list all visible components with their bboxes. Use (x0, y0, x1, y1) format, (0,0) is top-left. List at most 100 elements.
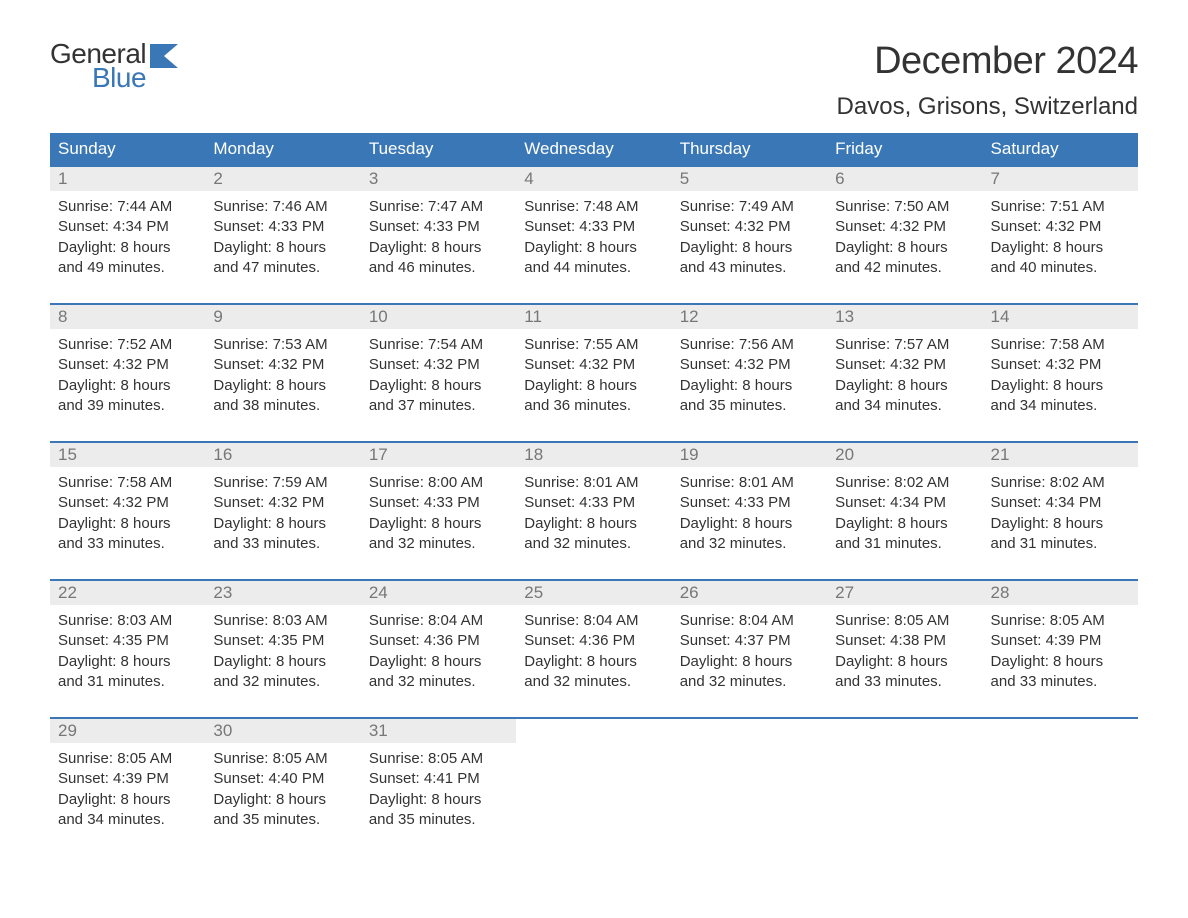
sunrise-line: Sunrise: 8:04 AM (680, 611, 819, 631)
day-number: 22 (50, 580, 205, 605)
empty-day-cell (983, 718, 1138, 743)
sunset-line: Sunset: 4:32 PM (680, 355, 819, 375)
sunrise-line: Sunrise: 8:04 AM (369, 611, 508, 631)
sunset-line: Sunset: 4:33 PM (369, 217, 508, 237)
day-detail-cell: Sunrise: 8:01 AMSunset: 4:33 PMDaylight:… (516, 467, 671, 558)
sunset-line: Sunset: 4:34 PM (58, 217, 197, 237)
daylight-line-1: Daylight: 8 hours (680, 376, 819, 396)
day-detail-cell: Sunrise: 8:03 AMSunset: 4:35 PMDaylight:… (205, 605, 360, 696)
empty-day-cell (983, 743, 1138, 834)
day-number: 5 (672, 166, 827, 191)
daylight-line-1: Daylight: 8 hours (991, 238, 1130, 258)
daylight-line-2: and 32 minutes. (524, 672, 663, 692)
month-title: December 2024 (837, 40, 1138, 83)
week-separator (50, 282, 1138, 304)
day-detail-cell: Sunrise: 8:02 AMSunset: 4:34 PMDaylight:… (983, 467, 1138, 558)
flag-icon (150, 44, 182, 68)
daylight-line-2: and 35 minutes. (680, 396, 819, 416)
sunset-line: Sunset: 4:35 PM (58, 631, 197, 651)
daylight-line-2: and 39 minutes. (58, 396, 197, 416)
sunrise-line: Sunrise: 7:58 AM (58, 473, 197, 493)
day-number: 9 (205, 304, 360, 329)
sunset-line: Sunset: 4:33 PM (213, 217, 352, 237)
day-detail-cell: Sunrise: 7:55 AMSunset: 4:32 PMDaylight:… (516, 329, 671, 420)
page-header: General Blue December 2024 Davos, Grison… (50, 40, 1138, 129)
daylight-line-2: and 40 minutes. (991, 258, 1130, 278)
daylight-line-2: and 37 minutes. (369, 396, 508, 416)
daylight-line-2: and 32 minutes. (369, 672, 508, 692)
daylight-line-2: and 34 minutes. (991, 396, 1130, 416)
daylight-line-2: and 35 minutes. (369, 810, 508, 830)
day-detail-cell: Sunrise: 7:52 AMSunset: 4:32 PMDaylight:… (50, 329, 205, 420)
daylight-line-1: Daylight: 8 hours (524, 376, 663, 396)
empty-day-cell (827, 743, 982, 834)
sunset-line: Sunset: 4:33 PM (524, 217, 663, 237)
sunset-line: Sunset: 4:34 PM (991, 493, 1130, 513)
daylight-line-1: Daylight: 8 hours (58, 790, 197, 810)
day-number: 1 (50, 166, 205, 191)
day-number: 7 (983, 166, 1138, 191)
sunrise-line: Sunrise: 7:58 AM (991, 335, 1130, 355)
sunrise-line: Sunrise: 7:57 AM (835, 335, 974, 355)
daylight-line-1: Daylight: 8 hours (213, 514, 352, 534)
day-detail-cell: Sunrise: 7:47 AMSunset: 4:33 PMDaylight:… (361, 191, 516, 282)
day-number: 4 (516, 166, 671, 191)
dow-wednesday: Wednesday (516, 133, 671, 166)
daylight-line-1: Daylight: 8 hours (524, 652, 663, 672)
sunrise-line: Sunrise: 8:02 AM (991, 473, 1130, 493)
day-detail-cell: Sunrise: 8:05 AMSunset: 4:39 PMDaylight:… (50, 743, 205, 834)
day-of-week-header-row: Sunday Monday Tuesday Wednesday Thursday… (50, 133, 1138, 166)
day-number: 25 (516, 580, 671, 605)
day-number: 15 (50, 442, 205, 467)
daylight-line-2: and 33 minutes. (58, 534, 197, 554)
day-detail-cell: Sunrise: 7:49 AMSunset: 4:32 PMDaylight:… (672, 191, 827, 282)
location-subtitle: Davos, Grisons, Switzerland (837, 93, 1138, 121)
day-detail-cell: Sunrise: 7:50 AMSunset: 4:32 PMDaylight:… (827, 191, 982, 282)
day-number: 13 (827, 304, 982, 329)
day-detail-cell: Sunrise: 7:54 AMSunset: 4:32 PMDaylight:… (361, 329, 516, 420)
sunrise-line: Sunrise: 7:44 AM (58, 197, 197, 217)
daylight-line-1: Daylight: 8 hours (369, 790, 508, 810)
day-detail-row: Sunrise: 8:05 AMSunset: 4:39 PMDaylight:… (50, 743, 1138, 834)
sunset-line: Sunset: 4:37 PM (680, 631, 819, 651)
sunset-line: Sunset: 4:33 PM (524, 493, 663, 513)
sunrise-line: Sunrise: 7:46 AM (213, 197, 352, 217)
day-detail-cell: Sunrise: 7:58 AMSunset: 4:32 PMDaylight:… (983, 329, 1138, 420)
daylight-line-1: Daylight: 8 hours (369, 514, 508, 534)
day-number: 2 (205, 166, 360, 191)
day-number: 24 (361, 580, 516, 605)
day-number: 29 (50, 718, 205, 743)
daylight-line-1: Daylight: 8 hours (58, 238, 197, 258)
day-number: 21 (983, 442, 1138, 467)
dow-friday: Friday (827, 133, 982, 166)
day-number: 16 (205, 442, 360, 467)
day-number-row: 293031 (50, 718, 1138, 743)
day-number-row: 15161718192021 (50, 442, 1138, 467)
daylight-line-1: Daylight: 8 hours (991, 376, 1130, 396)
sunrise-line: Sunrise: 7:54 AM (369, 335, 508, 355)
sunset-line: Sunset: 4:32 PM (58, 355, 197, 375)
sunrise-line: Sunrise: 7:47 AM (369, 197, 508, 217)
day-number: 26 (672, 580, 827, 605)
logo-word-2: Blue (92, 64, 146, 92)
sunrise-line: Sunrise: 7:48 AM (524, 197, 663, 217)
day-number: 19 (672, 442, 827, 467)
day-number: 3 (361, 166, 516, 191)
sunset-line: Sunset: 4:32 PM (835, 355, 974, 375)
day-detail-cell: Sunrise: 7:57 AMSunset: 4:32 PMDaylight:… (827, 329, 982, 420)
daylight-line-1: Daylight: 8 hours (991, 652, 1130, 672)
day-number-row: 22232425262728 (50, 580, 1138, 605)
daylight-line-1: Daylight: 8 hours (58, 652, 197, 672)
day-detail-cell: Sunrise: 8:02 AMSunset: 4:34 PMDaylight:… (827, 467, 982, 558)
day-detail-cell: Sunrise: 7:56 AMSunset: 4:32 PMDaylight:… (672, 329, 827, 420)
sunrise-line: Sunrise: 8:04 AM (524, 611, 663, 631)
sunrise-line: Sunrise: 7:53 AM (213, 335, 352, 355)
daylight-line-2: and 33 minutes. (213, 534, 352, 554)
day-number: 28 (983, 580, 1138, 605)
sunrise-line: Sunrise: 8:05 AM (835, 611, 974, 631)
daylight-line-2: and 32 minutes. (680, 672, 819, 692)
daylight-line-1: Daylight: 8 hours (680, 514, 819, 534)
daylight-line-2: and 36 minutes. (524, 396, 663, 416)
dow-thursday: Thursday (672, 133, 827, 166)
sunrise-line: Sunrise: 8:05 AM (58, 749, 197, 769)
